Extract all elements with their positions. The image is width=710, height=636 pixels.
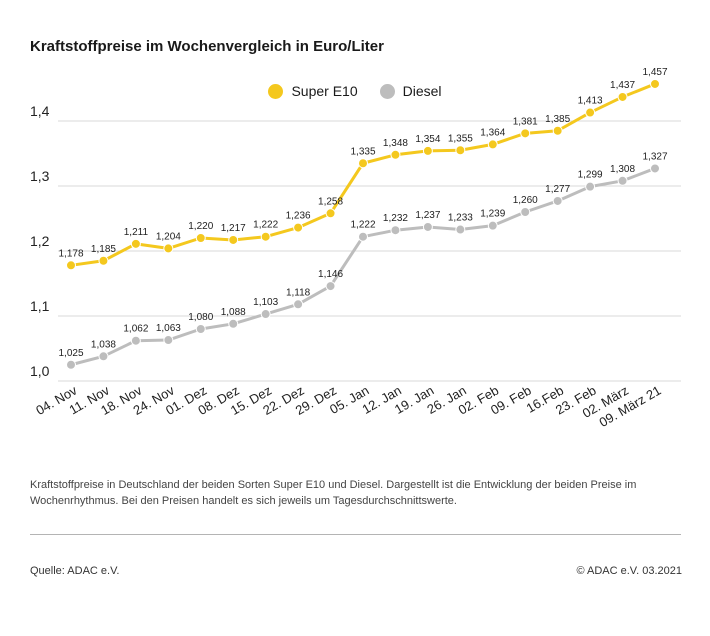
data-point-diesel	[293, 299, 304, 310]
data-point-super	[487, 139, 498, 150]
data-point-diesel	[130, 335, 141, 346]
legend-label-diesel: Diesel	[402, 83, 442, 99]
data-point-diesel	[228, 318, 239, 329]
data-point-super	[163, 243, 174, 254]
data-point-super	[552, 125, 563, 136]
data-point-super	[66, 260, 76, 271]
data-label-diesel: 1,233	[448, 213, 473, 224]
data-point-super	[98, 255, 109, 266]
data-point-diesel	[422, 221, 433, 232]
data-label-diesel: 1,025	[58, 348, 83, 359]
data-label-super: 1,385	[545, 114, 570, 125]
source-text: Quelle: ADAC e.V.	[30, 565, 120, 577]
chart-title: Kraftstoffpreise im Wochenvergleich in E…	[30, 38, 384, 55]
data-label-super: 1,457	[642, 67, 667, 78]
data-point-super	[455, 145, 466, 156]
data-point-super	[293, 222, 304, 233]
data-point-diesel	[390, 225, 401, 236]
data-label-super: 1,348	[383, 138, 408, 149]
data-label-diesel: 1,277	[545, 184, 570, 195]
data-point-diesel	[487, 220, 498, 231]
data-point-super	[390, 149, 401, 160]
y-tick-label: 1,3	[30, 168, 50, 184]
data-label-super: 1,222	[253, 220, 278, 231]
data-point-diesel	[325, 281, 336, 292]
data-label-super: 1,364	[480, 127, 505, 138]
data-point-super	[195, 233, 206, 243]
data-label-diesel: 1,118	[286, 287, 311, 298]
data-label-diesel: 1,062	[123, 324, 148, 335]
data-point-super	[358, 158, 368, 169]
data-label-diesel: 1,146	[318, 269, 343, 280]
data-point-diesel	[552, 195, 563, 206]
y-tick-label: 1,0	[30, 363, 50, 379]
data-label-super: 1,236	[286, 211, 311, 222]
copyright-text: © ADAC e.V. 03.2021	[576, 565, 682, 577]
data-label-super: 1,204	[156, 231, 181, 242]
data-label-super: 1,185	[91, 244, 116, 255]
data-point-super	[325, 208, 336, 219]
legend-swatch-diesel	[379, 83, 395, 99]
data-label-super: 1,381	[513, 116, 538, 127]
data-label-diesel: 1,080	[188, 312, 213, 323]
data-label-super: 1,355	[448, 133, 473, 144]
data-label-diesel: 1,260	[513, 195, 538, 206]
data-label-diesel: 1,222	[350, 220, 375, 231]
data-label-diesel: 1,038	[91, 339, 116, 350]
data-label-diesel: 1,327	[642, 151, 667, 162]
data-point-diesel	[260, 309, 271, 320]
data-point-diesel	[66, 359, 76, 370]
data-point-super	[260, 231, 271, 242]
data-point-super	[650, 78, 660, 89]
chart-note: Kraftstoffpreise in Deutschland der beid…	[30, 479, 637, 507]
legend-item-super: Super E10	[268, 83, 358, 99]
data-label-diesel: 1,063	[156, 323, 181, 334]
data-label-super: 1,220	[188, 221, 213, 232]
data-point-diesel	[455, 224, 466, 235]
legend-label-super: Super E10	[291, 83, 358, 99]
legend-swatch-super	[268, 83, 284, 99]
legend-item-diesel: Diesel	[379, 83, 442, 99]
data-label-super: 1,258	[318, 196, 343, 207]
data-point-diesel	[358, 231, 368, 242]
data-point-super	[228, 234, 239, 245]
data-label-super: 1,437	[610, 80, 635, 91]
data-label-super: 1,178	[58, 248, 83, 259]
y-tick-label: 1,1	[30, 298, 50, 314]
data-label-diesel: 1,299	[578, 170, 603, 181]
data-label-diesel: 1,308	[610, 164, 635, 175]
data-point-super	[422, 145, 433, 156]
data-point-super	[520, 128, 531, 139]
data-point-diesel	[520, 207, 531, 217]
data-point-super	[617, 91, 628, 102]
data-label-super: 1,217	[221, 223, 246, 234]
data-label-diesel: 1,232	[383, 213, 408, 224]
data-point-diesel	[585, 181, 596, 192]
data-label-diesel: 1,239	[480, 209, 505, 220]
data-label-diesel: 1,237	[415, 210, 440, 221]
y-tick-label: 1,4	[30, 103, 50, 119]
data-label-super: 1,211	[124, 227, 149, 238]
data-label-diesel: 1,088	[221, 307, 246, 318]
data-point-super	[585, 107, 596, 118]
data-label-super: 1,413	[578, 96, 603, 107]
chart-legend: Super E10 Diesel	[0, 83, 710, 99]
y-tick-label: 1,2	[30, 233, 50, 249]
data-point-diesel	[650, 163, 660, 174]
data-label-diesel: 1,103	[253, 297, 278, 308]
series-line-diesel	[70, 167, 656, 367]
data-label-super: 1,354	[415, 134, 440, 145]
data-label-super: 1,335	[350, 146, 375, 157]
data-point-super	[130, 238, 141, 249]
data-point-diesel	[163, 335, 174, 346]
data-point-diesel	[98, 351, 109, 362]
divider	[30, 534, 681, 535]
data-point-diesel	[195, 324, 206, 334]
data-point-diesel	[617, 175, 628, 186]
